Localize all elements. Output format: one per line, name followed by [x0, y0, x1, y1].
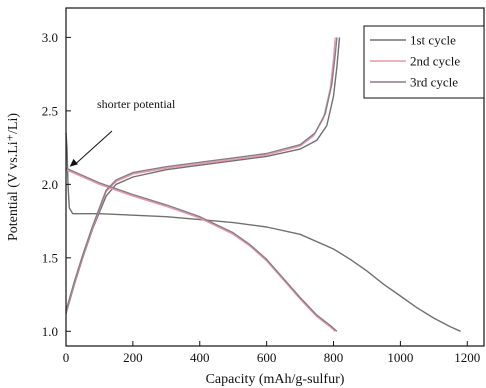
y-tick-label: 2.0: [42, 177, 58, 192]
annotation-arrowhead: [69, 158, 78, 167]
plot-frame: [65, 7, 485, 347]
x-tick-label: 400: [190, 350, 210, 365]
x-tick-label: 1000: [387, 350, 413, 365]
axis-tick-labels: 0 200 400 600 800 1000 1200 1.0 1.5 2.0 2.5 3.0: [42, 30, 481, 365]
x-tick-label: 0: [63, 350, 70, 365]
legend-label-2nd-cycle: 2nd cycle: [410, 54, 460, 69]
series-curves: [65, 37, 461, 332]
x-tick-label: 800: [324, 350, 344, 365]
annotation-text: shorter potential: [97, 97, 176, 111]
series-2-discharge-curve: [65, 169, 336, 332]
legend: 1st cycle 2nd cycle 3rd cycle: [363, 25, 485, 99]
axis-ticks: [65, 36, 468, 346]
series-1-discharge-curve: [65, 132, 461, 332]
legend-label-1st-cycle: 1st cycle: [410, 33, 456, 48]
legend-label-3rd-cycle: 3rd cycle: [410, 75, 458, 90]
x-tick-label: 1200: [454, 350, 480, 365]
series-3-discharge-curve: [65, 167, 338, 332]
series-1-charge-curve: [65, 37, 341, 314]
series-3-charge-curve: [65, 37, 338, 311]
annotation-arrow: [75, 130, 113, 165]
x-tick-label: 200: [123, 350, 143, 365]
x-axis-title: Capacity (mAh/g-sulfur): [206, 372, 345, 387]
y-tick-label: 3.0: [42, 30, 58, 45]
legend-box: [363, 25, 485, 99]
y-tick-label: 1.0: [42, 324, 58, 339]
y-axis-title: Potential (V vs.Li⁺/Li): [6, 113, 21, 241]
annotation: shorter potential: [69, 97, 176, 167]
y-tick-label: 2.5: [42, 103, 58, 118]
y-tick-label: 1.5: [42, 250, 58, 265]
x-tick-label: 600: [257, 350, 277, 365]
series-2-charge-curve: [65, 37, 336, 313]
